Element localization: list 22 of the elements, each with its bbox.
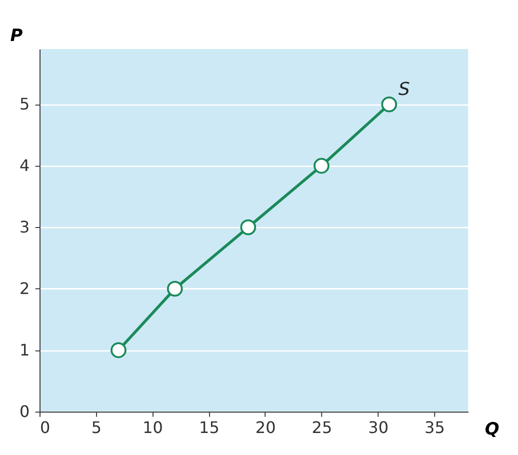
y-tick-label: 0 <box>19 402 30 421</box>
point <box>166 280 183 297</box>
point <box>381 96 398 112</box>
x-tick-label: 0 <box>40 418 50 437</box>
x-tick-label: 5 <box>91 418 102 437</box>
annotation: S <box>398 78 410 100</box>
y-tick-label: 3 <box>19 217 30 236</box>
x-tick-label: 25 <box>312 418 332 437</box>
y-tick-label: 4 <box>19 156 30 176</box>
y-tick-label: 1 <box>19 340 30 360</box>
x-axis-title: Q <box>484 418 500 439</box>
x-tick-label: 30 <box>368 418 389 437</box>
x-tick-label: 35 <box>424 418 445 437</box>
point <box>314 158 330 174</box>
y-tick-label: 5 <box>19 94 30 114</box>
x-tick-label: 15 <box>199 418 220 437</box>
x-tick-label: 10 <box>142 418 163 437</box>
y-axis-title: P <box>10 25 24 46</box>
x-tick-label: 20 <box>255 418 276 437</box>
point <box>110 342 126 358</box>
point <box>240 219 256 236</box>
y-tick-label: 2 <box>19 278 30 298</box>
